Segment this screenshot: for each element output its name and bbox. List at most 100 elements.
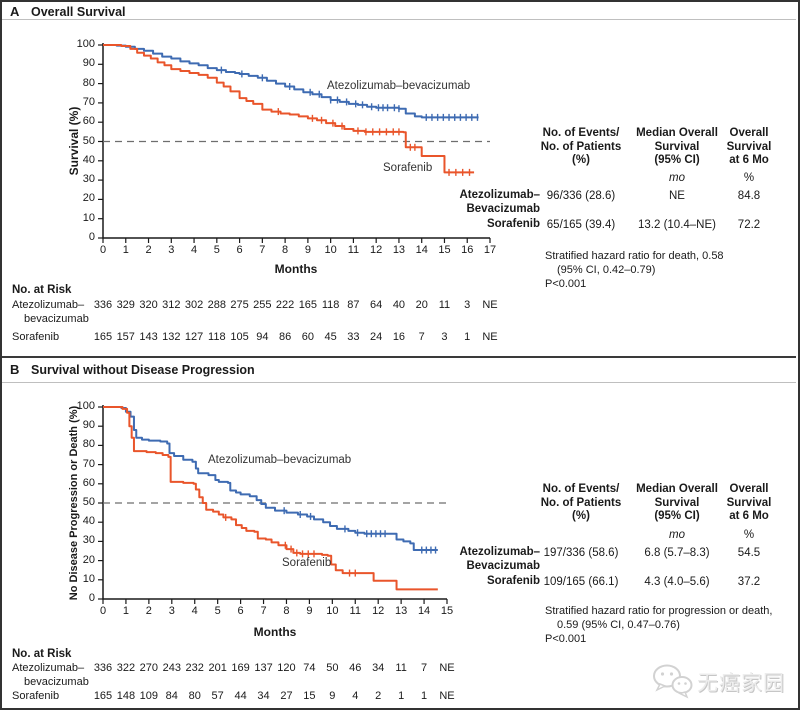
risk-count: 312 — [162, 299, 181, 311]
y-tick-label: 100 — [76, 38, 95, 50]
panel-a-title-rule — [2, 19, 796, 20]
risk-count: 16 — [392, 331, 406, 343]
risk-count: 1 — [421, 690, 428, 702]
x-tick-label: 14 — [417, 605, 431, 617]
panel-b-table-header-median: Median Overall Survival (95% CI) — [636, 483, 718, 522]
x-tick-label: 15 — [440, 605, 454, 617]
panel-b-hazard-line-3: P<0.001 — [545, 633, 587, 645]
panel-divider — [2, 356, 796, 358]
x-tick-label: 9 — [304, 244, 311, 256]
x-tick-label: 0 — [99, 605, 107, 617]
risk-count: 94 — [256, 331, 269, 343]
y-tick-label: 80 — [82, 438, 95, 451]
x-tick-label: 5 — [214, 605, 221, 617]
risk-count: 80 — [188, 690, 201, 702]
risk-count: 15 — [303, 690, 316, 702]
risk-count: 322 — [116, 662, 136, 674]
risk-count: 9 — [329, 690, 336, 702]
risk-count: 148 — [116, 690, 136, 702]
risk-count: 1 — [398, 690, 405, 702]
risk-count: 288 — [207, 299, 226, 311]
x-tick-label: 17 — [483, 244, 497, 256]
panel-b-row-atezo-label: Atezolizumab– Bevacizumab — [459, 546, 540, 572]
risk-count: 165 — [93, 331, 113, 343]
panel-b-atezo-curve-label: Atezolizumab–bevacizumab — [208, 454, 352, 466]
panel-a-table-header-median: Median Overall Survival (95% CI) — [636, 127, 718, 166]
panel-a-sorafenib-curve-label: Sorafenib — [383, 162, 433, 174]
y-tick-label: 50 — [82, 134, 95, 147]
x-tick-label: 8 — [283, 605, 290, 617]
risk-count: 46 — [349, 662, 362, 674]
panel-b-table-unit-mo: mo — [669, 529, 685, 541]
risk-count: 60 — [301, 331, 314, 343]
risk-count: 165 — [298, 299, 318, 311]
risk-count: 270 — [139, 662, 159, 674]
risk-count: 33 — [347, 331, 360, 343]
panel-a-table-unit-pct: % — [743, 172, 755, 184]
panel-a-row-atezo-label: Atezolizumab– Bevacizumab — [459, 189, 540, 215]
risk-count: 57 — [211, 690, 224, 702]
x-tick-label: 9 — [306, 605, 313, 617]
risk-count: 87 — [347, 299, 360, 311]
y-tick-label: 40 — [82, 153, 95, 166]
x-tick-label: 1 — [122, 605, 129, 617]
y-tick-label: 20 — [82, 192, 95, 205]
panel-b-row-sorafenib-label: Sorafenib — [486, 575, 540, 587]
risk-count: NE — [482, 331, 498, 343]
x-tick-label: 1 — [122, 244, 129, 256]
x-tick-label: 10 — [326, 605, 339, 617]
risk-count: 132 — [162, 331, 181, 343]
y-tick-label: 10 — [82, 572, 95, 585]
risk-count: 50 — [326, 662, 339, 674]
risk-count: 157 — [116, 331, 135, 343]
x-tick-label: 6 — [236, 244, 243, 256]
y-tick-label: 70 — [82, 457, 95, 470]
risk-count: 109 — [139, 690, 159, 702]
panel-a-risk-sorafenib-label: Sorafenib — [12, 331, 60, 343]
panel-a-row-atezo-6mo: 84.8 — [737, 190, 761, 202]
panel-b-risk-sorafenib-label: Sorafenib — [12, 690, 60, 702]
panel-b-title: Survival without Disease Progression — [31, 363, 255, 377]
x-tick-label: 7 — [260, 605, 267, 617]
x-tick-label: 15 — [438, 244, 451, 256]
panel-a-row-atezo-events: 96/336 (28.6) — [546, 190, 616, 202]
y-tick-label: 60 — [82, 115, 95, 128]
panel-a-risk-title: No. at Risk — [12, 284, 72, 296]
x-tick-label: 5 — [213, 244, 220, 256]
panel-a-title: Overall Survival — [31, 5, 126, 19]
risk-count: 169 — [231, 662, 250, 674]
panel-a-row-atezo-median: NE — [669, 190, 685, 202]
watermark-text: 无癌家园 — [697, 672, 785, 695]
risk-count: 7 — [421, 662, 428, 674]
x-tick-label: 0 — [99, 244, 107, 256]
x-tick-label: 2 — [145, 244, 152, 256]
x-tick-label: 14 — [415, 244, 428, 256]
panel-a-risk-atezo-label-2: bevacizumab — [24, 313, 89, 325]
panel-b-hazard-line-2: 0.59 (95% CI, 0.47–0.76) — [557, 619, 680, 631]
y-tick-label: 0 — [88, 231, 95, 243]
panel-b-risk-atezo-label-1: Atezolizumab– — [12, 662, 85, 674]
panel-a-row-sorafenib-label: Sorafenib — [486, 218, 540, 230]
risk-count: 143 — [139, 331, 158, 343]
y-tick-label: 90 — [82, 57, 95, 70]
risk-count: 11 — [438, 299, 451, 311]
y-tick-label: 60 — [82, 476, 95, 489]
x-tick-label: 10 — [324, 244, 337, 256]
risk-count: NE — [439, 690, 455, 702]
y-tick-label: 100 — [76, 400, 95, 412]
panel-b-hazard-line-1: Stratified hazard ratio for progression … — [545, 605, 773, 617]
panel-b-table-header-events: No. of Events/ No. of Patients (%) — [540, 483, 622, 522]
y-tick-label: 20 — [82, 553, 95, 566]
risk-count: 329 — [116, 299, 135, 311]
x-tick-label: 3 — [168, 244, 175, 256]
risk-count: 74 — [303, 662, 316, 674]
x-tick-label: 3 — [168, 605, 175, 617]
risk-count: 34 — [257, 690, 270, 702]
panel-b-letter: B — [10, 362, 20, 377]
y-tick-label: 30 — [82, 534, 95, 547]
panel-a-hazard-line-2: (95% CI, 0.42–0.79) — [557, 264, 656, 276]
x-tick-label: 11 — [349, 605, 361, 617]
risk-count: 40 — [392, 299, 406, 311]
y-tick-label: 50 — [82, 496, 95, 508]
